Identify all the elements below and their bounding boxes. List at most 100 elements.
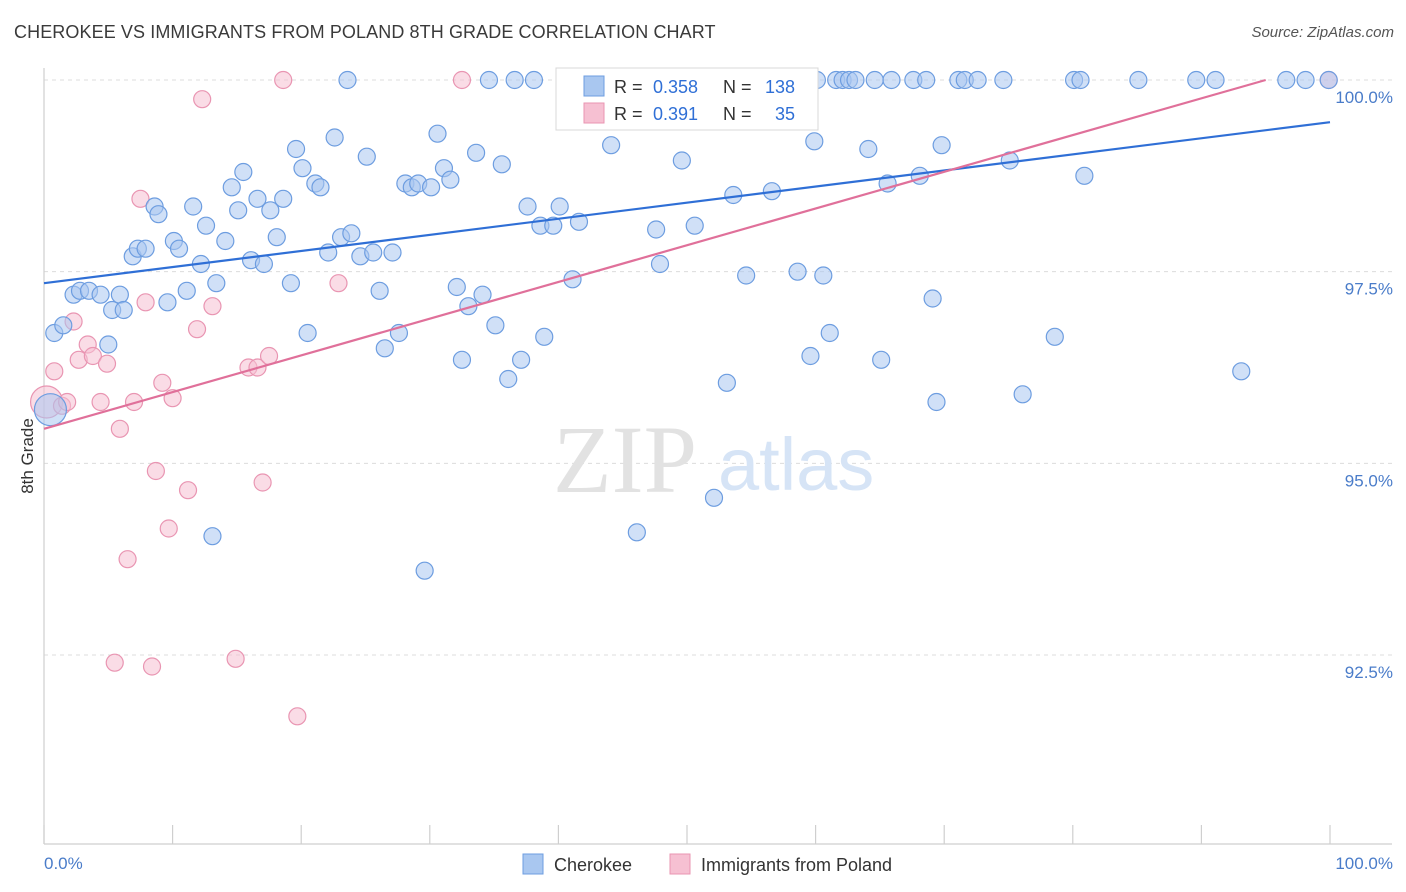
cherokee-point-122 (932, 136, 951, 155)
cherokee-point-45 (342, 224, 361, 243)
cherokee-point-10 (114, 300, 133, 320)
cherokee-point-126 (994, 70, 1013, 90)
cherokee-point-25 (216, 231, 235, 251)
cherokee-point-51 (383, 243, 402, 262)
poland-point-22 (187, 320, 207, 339)
legend-label-poland: Immigrants from Poland (701, 855, 892, 875)
cherokee-point-113 (865, 70, 884, 90)
cherokee-point-95 (737, 266, 756, 285)
cherokee-point-34 (274, 189, 293, 208)
poland-point-25 (226, 649, 245, 668)
y-tick-label-2: 97.5% (1345, 280, 1393, 299)
cherokee-point-82 (602, 136, 621, 155)
cherokee-point-23 (203, 527, 222, 546)
stats-n-value-poland: 35 (775, 104, 795, 124)
chart-title: CHEROKEE VS IMMIGRANTS FROM POLAND 8TH G… (14, 22, 716, 42)
cherokee-point-28 (234, 162, 253, 182)
poland-point-11 (110, 419, 129, 438)
y-tick-label-0: 92.5% (1345, 663, 1393, 682)
poland-points (29, 70, 1338, 726)
cherokee-point-131 (1075, 166, 1094, 185)
poland-point-8 (91, 392, 110, 412)
cherokee-point-48 (364, 243, 383, 262)
cherokee-point-56 (415, 561, 434, 580)
cherokee-point-125 (968, 70, 987, 90)
cherokee-point-58 (428, 124, 447, 143)
cherokee-point-101 (788, 262, 807, 281)
cherokee-point-7 (99, 335, 118, 354)
cherokee-point-135 (1206, 70, 1225, 90)
watermark-atlas: atlas (718, 423, 874, 506)
cherokee-point-72 (518, 197, 537, 216)
cherokee-point-133 (1129, 70, 1148, 90)
watermark: ZIP atlas (553, 406, 874, 513)
cherokee-point-75 (535, 327, 554, 346)
legend: Cherokee Immigrants from Poland (522, 853, 892, 875)
cherokee-point-40 (311, 178, 330, 197)
cherokee-point-106 (814, 266, 833, 285)
cherokee-point-128 (1013, 385, 1032, 404)
stats-swatch-poland (583, 102, 605, 124)
watermark-zip: ZIP (553, 406, 697, 513)
legend-swatch-poland (669, 853, 691, 875)
y-tick-label-3: 100.0% (1335, 88, 1393, 107)
y-axis-title: 8th Grade (18, 418, 37, 494)
cherokee-point-129 (1045, 327, 1064, 346)
poland-point-15 (136, 293, 155, 312)
cherokee-point-67 (486, 316, 505, 335)
poland-point-24 (203, 297, 222, 316)
cherokee-point-42 (325, 128, 344, 147)
cherokee-point-76 (544, 216, 563, 235)
cherokee-point-35 (281, 274, 301, 293)
cherokee-point-9 (110, 285, 129, 304)
poland-point-14 (131, 189, 150, 208)
poland-point-1 (45, 362, 64, 381)
cherokee-point-0 (33, 393, 68, 427)
stats-n-value-cherokee: 138 (765, 77, 795, 97)
cherokee-point-91 (704, 488, 724, 507)
stats-n-label-cherokee: N = (723, 77, 752, 97)
cherokee-point-30 (248, 189, 267, 208)
cherokee-point-116 (882, 70, 901, 90)
cherokee-point-69 (499, 369, 518, 389)
cherokee-point-68 (492, 155, 511, 174)
cherokee-point-93 (724, 185, 743, 205)
cherokee-point-139 (1319, 70, 1338, 90)
cherokee-point-104 (805, 132, 824, 151)
poland-point-10 (105, 653, 124, 672)
cherokee-point-112 (859, 139, 878, 159)
trendlines (43, 78, 1331, 430)
cherokee-point-120 (923, 289, 942, 308)
cherokee-point-114 (872, 350, 891, 369)
cherokee-point-111 (846, 70, 865, 90)
cherokee-point-77 (550, 197, 569, 216)
cherokee-point-2 (54, 316, 73, 335)
x-ticks (43, 825, 1331, 844)
cherokee-point-138 (1296, 70, 1315, 90)
cherokee-point-32 (261, 201, 280, 220)
cherokee-point-121 (927, 392, 946, 412)
cherokee-point-33 (267, 228, 286, 247)
cherokee-point-73 (524, 70, 544, 90)
cherokee-point-26 (222, 178, 241, 197)
cherokee-point-62 (452, 350, 472, 369)
poland-point-21 (178, 481, 198, 500)
cherokee-point-36 (286, 139, 306, 159)
poland-point-33 (452, 70, 472, 90)
cherokee-point-16 (158, 293, 177, 312)
cherokee-point-24 (207, 274, 226, 293)
poland-point-9 (97, 354, 117, 373)
poland-point-18 (153, 373, 172, 392)
stats-r-value-cherokee: 0.358 (653, 77, 698, 97)
poland-point-12 (118, 550, 137, 569)
cherokee-point-83 (627, 523, 646, 542)
cherokee-point-66 (479, 70, 499, 90)
cherokee-point-27 (229, 201, 248, 220)
poland-point-28 (253, 473, 272, 492)
cherokee-point-118 (910, 166, 929, 185)
cherokee-point-92 (717, 373, 736, 392)
cherokee-point-57 (421, 178, 441, 197)
y-tick-label-1: 95.0% (1345, 471, 1393, 490)
cherokee-point-19 (177, 281, 196, 300)
poland-point-32 (329, 274, 348, 293)
